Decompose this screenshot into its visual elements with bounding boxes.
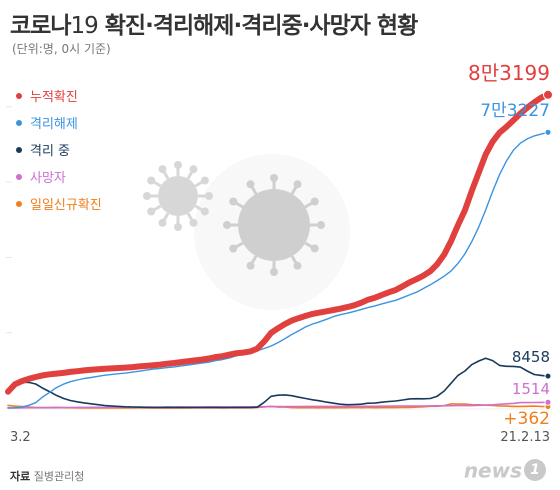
- series-line-deaths: [7, 401, 549, 409]
- end-value-label-cumulative-confirmed: 8만3199: [468, 61, 550, 85]
- end-value-label-daily-new: +362: [503, 409, 550, 429]
- legend-item-daily-new: 일일신규확진: [16, 190, 102, 217]
- source-note: 자료 질병관리청: [10, 468, 84, 484]
- x-tick-label-end: 21.2.13: [500, 430, 550, 445]
- legend-dot-cumulative-confirmed: [16, 92, 22, 99]
- series-line-isolating: [7, 357, 549, 409]
- series-end-point-released: [544, 128, 552, 136]
- virus-illustration: [143, 154, 350, 310]
- legend-item-cumulative-confirmed: 누적확진: [16, 82, 102, 109]
- legend-dot-released: [16, 119, 22, 126]
- legend-dot-daily-new: [16, 200, 22, 207]
- news1-logo: news 1: [463, 457, 546, 482]
- end-value-label-isolating: 8458: [512, 348, 550, 366]
- legend-dot-deaths: [16, 173, 22, 180]
- logo-text: news: [463, 458, 522, 482]
- logo-badge: 1: [524, 459, 546, 481]
- series-end-point-isolating: [544, 372, 552, 380]
- legend-label-daily-new: 일일신규확진: [30, 198, 102, 213]
- legend-dot-isolating: [16, 146, 22, 153]
- source-value: 질병관리청: [33, 470, 85, 483]
- title-rest: 확진·격리해제·격리중·사망자 현황: [97, 13, 418, 39]
- legend-item-deaths: 사망자: [16, 163, 102, 190]
- legend-label-released: 격리해제: [30, 117, 78, 132]
- legend-label-isolating: 격리 중: [30, 144, 71, 159]
- series-line-cumulative-confirmed: [5, 91, 551, 395]
- unit-subtitle: (단위:명, 0시 기준): [12, 42, 111, 56]
- legend-label-cumulative-confirmed: 누적확진: [30, 90, 78, 105]
- source-label: 자료: [10, 470, 31, 483]
- legend-item-released: 격리해제: [16, 109, 102, 136]
- series-end-point-cumulative-confirmed: [543, 89, 553, 100]
- series-end-point-deaths: [544, 398, 552, 406]
- title-number: 19: [70, 13, 98, 39]
- page-title: 코로나19 확진·격리해제·격리중·사망자 현황: [10, 6, 418, 40]
- x-tick-label-start: 3.2: [10, 430, 31, 445]
- legend-label-deaths: 사망자: [30, 171, 66, 186]
- title-prefix: 코로나: [10, 13, 71, 39]
- end-value-label-deaths: 1514: [512, 380, 550, 398]
- end-value-label-released: 7만3227: [480, 101, 550, 121]
- legend-item-isolating: 격리 중: [16, 136, 102, 163]
- series-line-released: [7, 131, 549, 409]
